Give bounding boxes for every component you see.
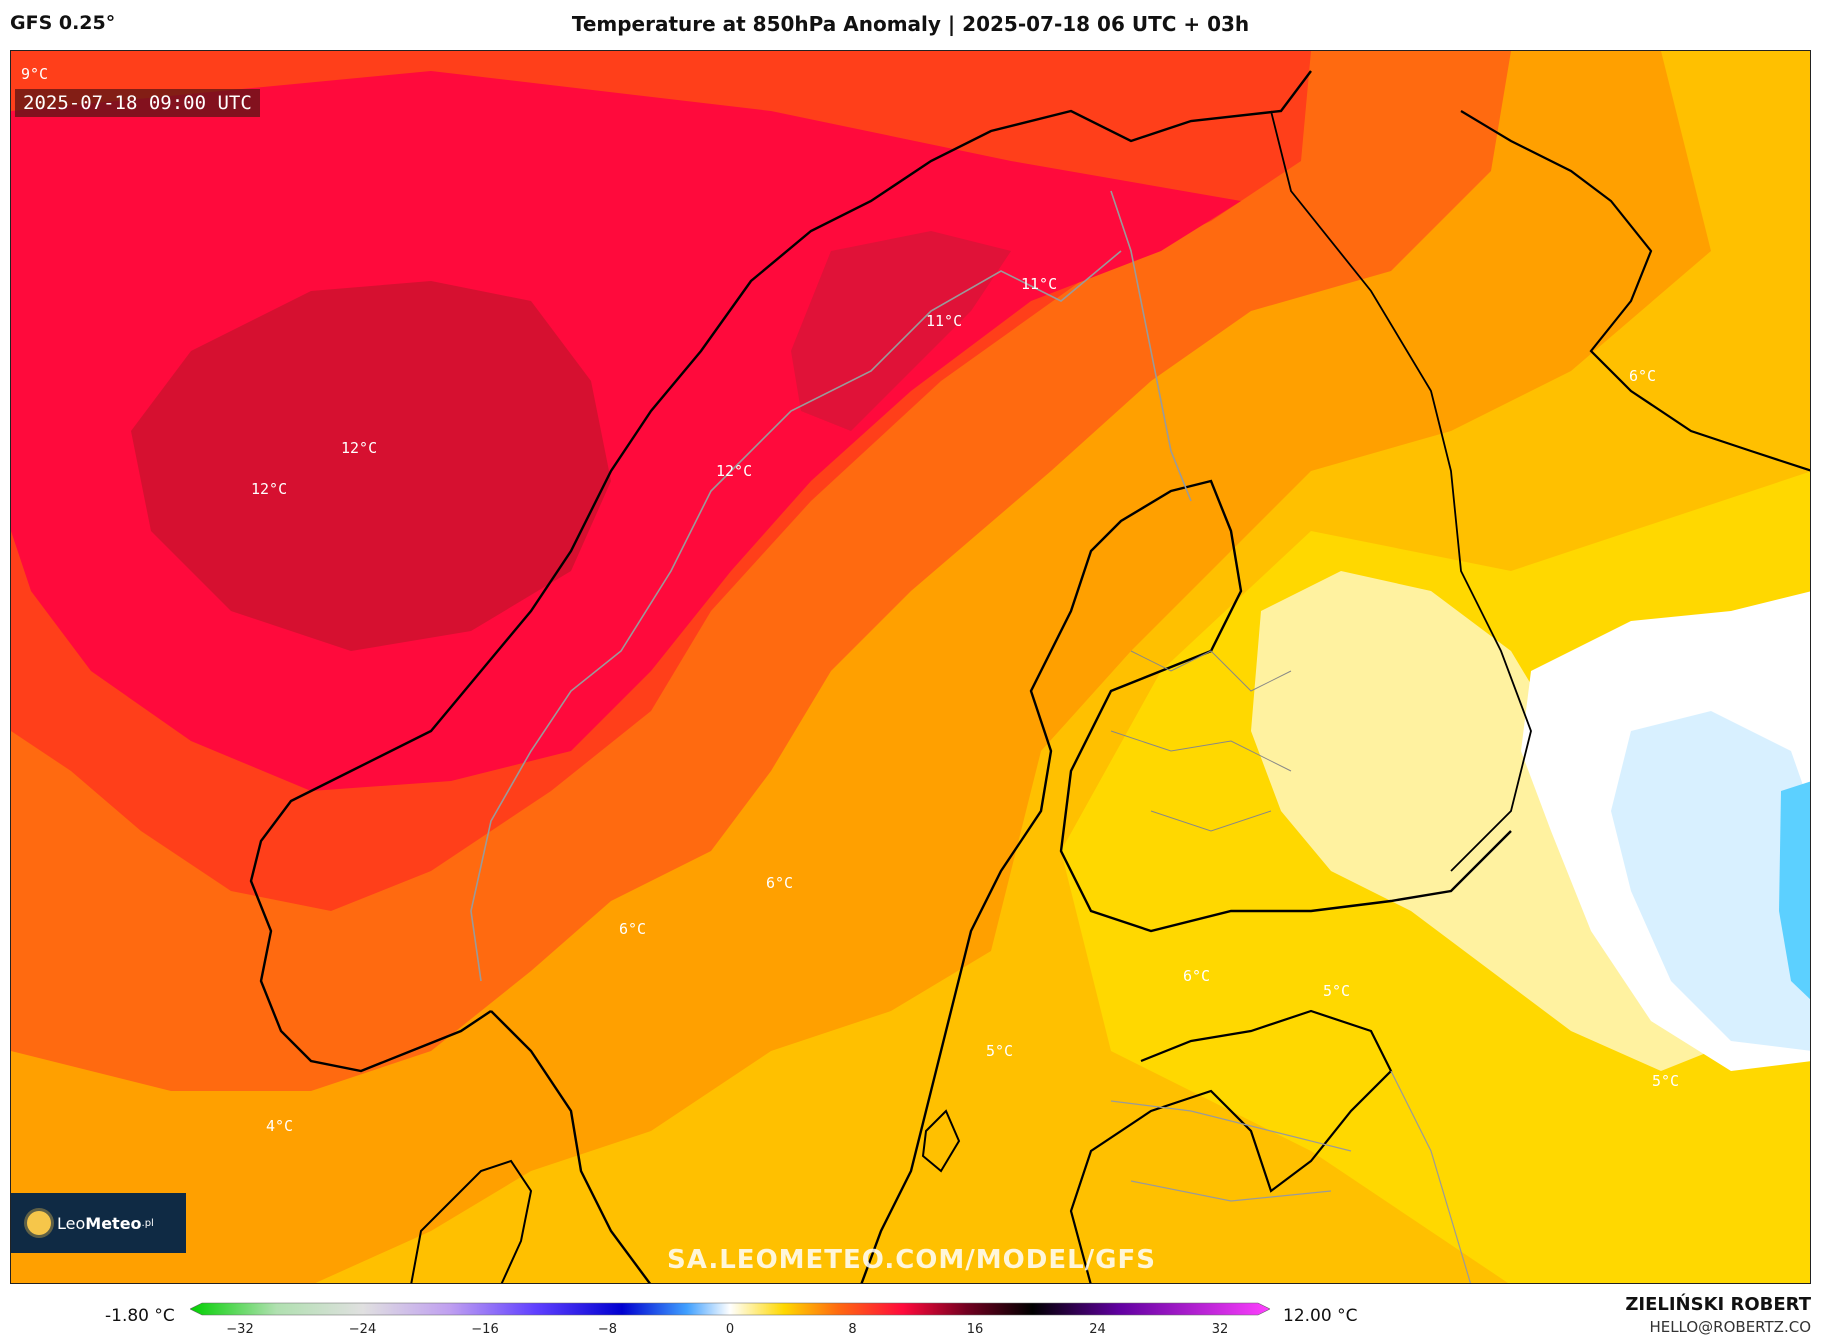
temperature-label: 11°C	[1021, 275, 1057, 293]
temperature-label: 6°C	[1183, 967, 1210, 985]
color-scale: −32 −24 −16 −8 0 8 16 24 32	[190, 1302, 1270, 1337]
map-labels: 12°C 12°C 12°C 11°C 11°C 6°C 6°C 6°C 6°C 5°C 5°C 5°…	[251, 275, 1679, 1135]
temperature-label: 4°C	[266, 1117, 293, 1135]
zone-pale-yellow	[1251, 571, 1711, 1071]
author-email: HELLO@ROBERTZ.CO	[1649, 1318, 1811, 1336]
anomaly-map: 12°C 12°C 12°C 11°C 11°C 6°C 6°C 6°C 6°C 5°C 5°C 5°…	[11, 51, 1810, 1283]
zone-hot-core	[131, 281, 611, 651]
temperature-label: 5°C	[986, 1042, 1013, 1060]
border-sweden-finland	[1110, 190, 1192, 502]
temperature-label: 6°C	[619, 920, 646, 938]
valid-time-badge: 2025-07-18 09:00 UTC	[15, 89, 260, 117]
logo-text-meteo: Meteo	[85, 1213, 142, 1233]
map-title: Temperature at 850hPa Anomaly | 2025-07-…	[571, 12, 1250, 36]
color-scale-tick-label: −16	[471, 1322, 498, 1337]
color-scale-tick-label: −24	[349, 1322, 376, 1337]
coastline-denmark	[410, 1159, 533, 1283]
zone-cyan	[1779, 781, 1810, 1000]
color-scale-tick-label: 16	[967, 1322, 984, 1337]
color-scale-tick-label: 0	[726, 1322, 734, 1337]
legend-bar: -1.80 °C −32 −24 −16 −8 0 8 16 24 32	[0, 1284, 1821, 1339]
legend-max-value: 12.00 °C	[1283, 1306, 1358, 1326]
border-norway-sweden	[470, 250, 1122, 982]
temperature-label: 6°C	[1629, 367, 1656, 385]
watermark-url: SA.LEOMETEO.COM/MODEL/GFS	[667, 1245, 1156, 1275]
temperature-label: 11°C	[926, 312, 962, 330]
legend-min-value: -1.80 °C	[105, 1306, 175, 1326]
author-name: ZIELIŃSKI ROBERT	[1625, 1294, 1811, 1315]
color-scale-tick-label: 32	[1212, 1322, 1229, 1337]
coastline-white-sea	[1460, 110, 1810, 472]
zone-hot-core-east	[791, 231, 1011, 431]
coastline-gotland	[921, 1109, 961, 1173]
logo-text-leo: Leo	[57, 1213, 86, 1233]
border-baltic-states	[1110, 1070, 1472, 1283]
coastline-bothnia	[490, 479, 1512, 1283]
color-scale-tick-label: 8	[848, 1322, 856, 1337]
lakes-finland	[1110, 650, 1292, 832]
border-finland-russia	[1270, 110, 1532, 872]
color-scale-tick-label: −8	[598, 1322, 617, 1337]
color-scale-ticks: −32 −24 −16 −8 0 8 16 24 32	[226, 1322, 1228, 1337]
temperature-label: 12°C	[251, 480, 287, 498]
map-panel: 12°C 12°C 12°C 11°C 11°C 6°C 6°C 6°C 6°C 5°C 5°C 5°…	[10, 50, 1811, 1284]
temperature-label: 12°C	[341, 439, 377, 457]
logo-suffix: .pl	[141, 1217, 154, 1229]
corner-temperature: 9°C	[21, 65, 49, 83]
coastline-baltic	[1069, 1009, 1393, 1283]
color-scale-tick-label: −32	[226, 1322, 253, 1337]
coastline-norway	[249, 70, 1312, 1073]
sun-icon	[27, 1211, 51, 1235]
temperature-label: 5°C	[1323, 982, 1350, 1000]
temperature-label: 6°C	[766, 874, 793, 892]
zone-ice-blue	[1611, 711, 1810, 1051]
leometeo-logo: Leo Meteo .pl	[11, 1193, 186, 1253]
color-scale-bar	[190, 1302, 1270, 1316]
temperature-label: 12°C	[716, 462, 752, 480]
color-scale-tick-label: 24	[1089, 1322, 1106, 1337]
top-bar: GFS 0.25° Temperature at 850hPa Anomaly …	[0, 0, 1821, 50]
temperature-label: 5°C	[1652, 1072, 1679, 1090]
model-name: GFS 0.25°	[10, 12, 116, 34]
